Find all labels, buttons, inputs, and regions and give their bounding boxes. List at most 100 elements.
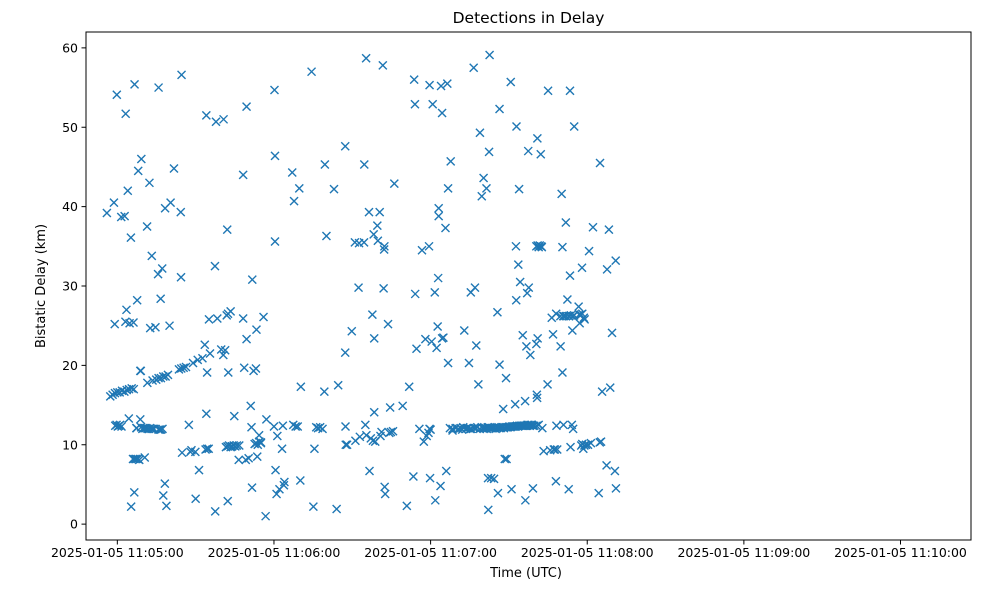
data-point-x-marker: [388, 426, 398, 436]
data-point-x-marker: [495, 360, 505, 370]
data-point-x-marker: [232, 441, 242, 451]
data-point-x-marker: [533, 333, 543, 343]
data-point-x-marker: [239, 363, 249, 373]
data-point-x-marker: [511, 295, 521, 305]
data-point-x-marker: [132, 295, 142, 305]
data-point-x-marker: [210, 261, 220, 271]
data-point-x-marker: [191, 494, 201, 504]
data-point-x-marker: [136, 366, 146, 376]
data-point-x-marker: [485, 50, 495, 60]
data-point-x-marker: [129, 318, 139, 328]
data-point-x-marker: [219, 114, 229, 124]
data-point-x-marker: [398, 401, 408, 411]
data-point-x-marker: [522, 288, 532, 298]
data-point-x-marker: [520, 495, 530, 505]
y-tick-label: 40: [62, 199, 78, 214]
data-point-x-marker: [126, 502, 136, 512]
data-point-x-marker: [361, 53, 371, 63]
data-point-x-marker: [244, 453, 254, 463]
data-point-x-marker: [150, 322, 160, 332]
data-point-x-marker: [155, 425, 165, 435]
data-point-x-marker: [296, 382, 306, 392]
data-point-x-marker: [177, 70, 187, 80]
data-point-x-marker: [498, 404, 508, 414]
data-point-x-marker: [489, 474, 499, 484]
data-point-x-marker: [205, 348, 215, 358]
data-point-x-marker: [169, 164, 179, 174]
data-point-x-marker: [436, 81, 446, 91]
data-point-x-marker: [269, 85, 279, 95]
data-point-x-marker: [184, 420, 194, 430]
data-point-x-marker: [238, 314, 248, 324]
data-point-x-marker: [197, 353, 207, 363]
data-point-x-marker: [190, 447, 200, 457]
data-point-x-marker: [181, 362, 191, 372]
data-point-x-marker: [566, 442, 576, 452]
y-axis-ticks: 0 10 20 30 40 50 60: [62, 40, 86, 532]
data-point-x-marker: [514, 184, 524, 194]
data-point-x-marker: [532, 390, 542, 400]
data-point-x-marker: [410, 99, 420, 109]
data-point-x-marker: [549, 445, 559, 455]
data-point-x-marker: [380, 489, 390, 499]
data-point-x-marker: [580, 314, 590, 324]
data-point-x-marker: [247, 275, 257, 285]
data-point-x-marker: [442, 79, 452, 89]
data-point-x-marker: [226, 306, 236, 316]
data-point-x-marker: [507, 484, 517, 494]
data-point-x-marker: [251, 364, 261, 374]
data-point-x-marker: [532, 393, 542, 403]
x-axis-ticks: 2025-01-05 11:05:00 2025-01-05 11:06:00 20…: [51, 540, 967, 560]
data-point-x-marker: [595, 158, 605, 168]
data-point-x-marker: [194, 465, 204, 475]
data-point-x-marker: [414, 424, 424, 434]
data-point-x-marker: [289, 196, 299, 206]
data-point-x-marker: [557, 242, 567, 252]
data-point-x-marker: [379, 241, 389, 251]
data-point-x-marker: [218, 350, 228, 360]
data-point-x-marker: [202, 444, 212, 454]
data-point-x-marker: [340, 141, 350, 151]
x-tick-label: 2025-01-05 11:09:00: [677, 545, 810, 560]
data-point-x-marker: [368, 436, 378, 446]
data-point-x-marker: [124, 414, 134, 424]
data-point-x-marker: [102, 208, 112, 218]
data-point-x-marker: [597, 387, 607, 397]
data-point-x-marker: [176, 207, 186, 217]
x-tick-label: 2025-01-05 11:06:00: [208, 545, 341, 560]
data-point-x-marker: [602, 460, 612, 470]
data-point-x-marker: [270, 151, 280, 161]
chart-title: Detections in Delay: [453, 9, 605, 27]
data-point-x-marker: [607, 328, 617, 338]
data-point-x-marker: [550, 445, 560, 455]
data-point-x-marker: [271, 465, 281, 475]
data-point-x-marker: [425, 473, 435, 483]
data-point-x-marker: [161, 501, 171, 511]
data-point-x-marker: [308, 502, 318, 512]
data-point-x-marker: [567, 325, 577, 335]
data-point-x-marker: [129, 487, 139, 497]
data-point-x-marker: [383, 319, 393, 329]
data-point-x-marker: [157, 424, 167, 434]
data-point-x-marker: [188, 358, 198, 368]
data-point-x-marker: [484, 147, 494, 157]
data-point-x-marker: [426, 425, 436, 435]
data-point-x-marker: [332, 504, 342, 514]
data-point-x-marker: [611, 483, 621, 493]
data-point-x-marker: [569, 121, 579, 131]
data-point-x-marker: [204, 314, 214, 324]
data-point-x-marker: [518, 330, 528, 340]
data-point-x-marker: [424, 241, 434, 251]
data-point-x-marker: [294, 183, 304, 193]
data-point-x-marker: [135, 414, 145, 424]
data-point-x-marker: [577, 263, 587, 273]
data-point-x-marker: [506, 77, 516, 87]
data-point-x-marker: [443, 358, 453, 368]
data-point-x-marker: [434, 203, 444, 213]
data-point-x-marker: [479, 173, 489, 183]
data-point-x-marker: [566, 310, 576, 320]
data-point-x-marker: [446, 156, 456, 166]
data-point-x-marker: [473, 379, 483, 389]
data-point-x-marker: [604, 225, 614, 235]
